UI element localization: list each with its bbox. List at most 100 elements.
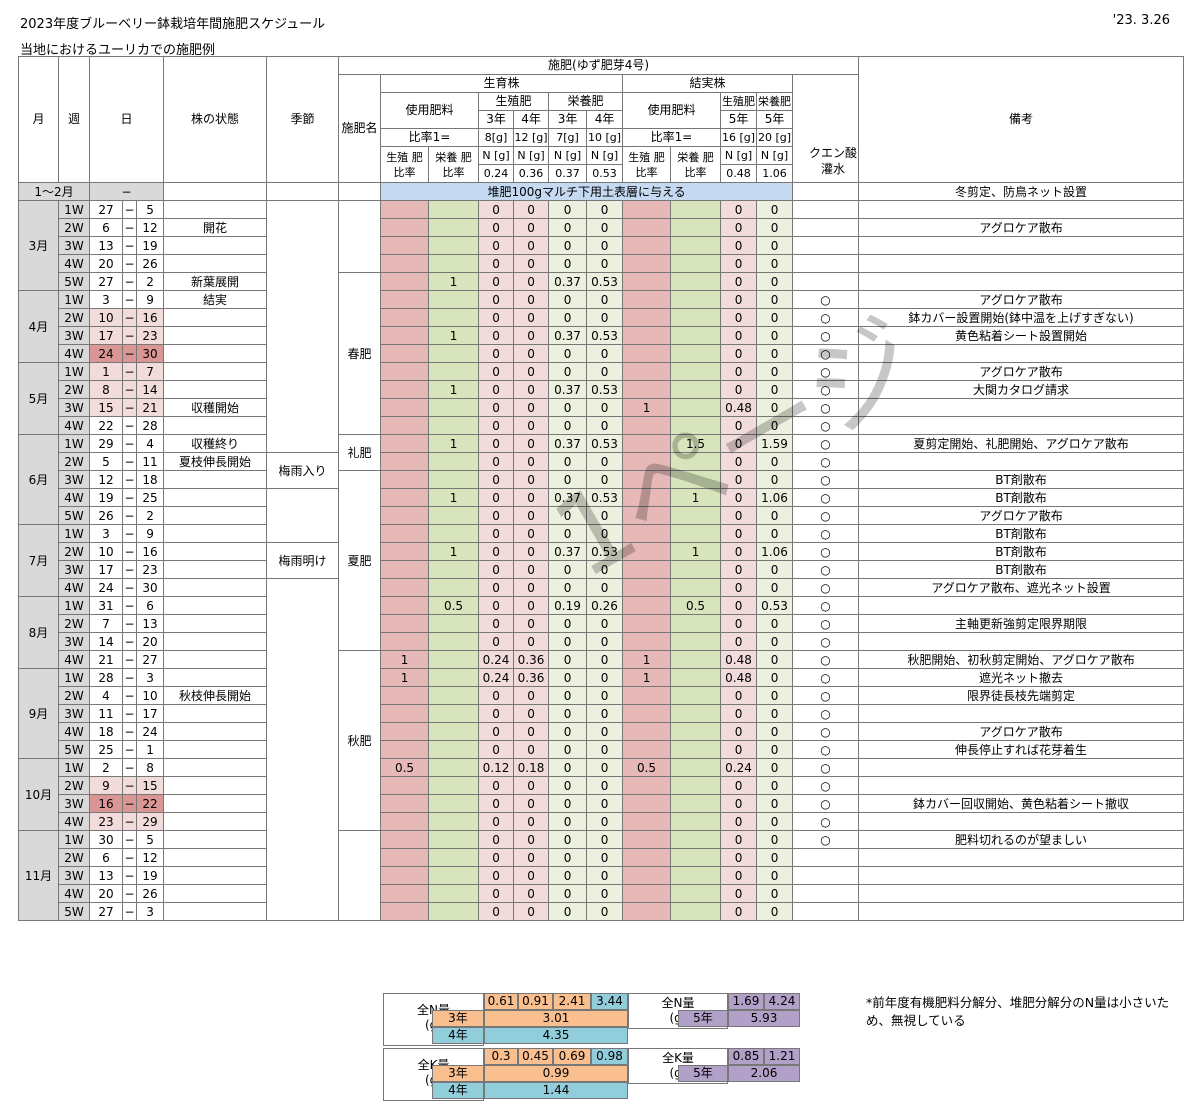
- date-label: '23. 3.26: [1112, 13, 1170, 28]
- grow-repro-ratio: [380, 578, 430, 597]
- n-grow-3n: 0.37: [548, 434, 588, 453]
- n-grow-4n: 0: [586, 308, 624, 327]
- week-cell: 2W: [58, 380, 90, 399]
- grow-repro-ratio: [380, 812, 430, 831]
- plant-state: [163, 326, 268, 345]
- n-grow-4r: 0.18: [513, 758, 550, 777]
- n-fruit-5n: 0.53: [756, 596, 794, 615]
- n-grow-4n: 0: [586, 578, 624, 597]
- col-repro-f: 生殖肥: [720, 92, 758, 111]
- day-dash: −: [122, 614, 137, 633]
- day-dash: −: [122, 434, 137, 453]
- table-row: 3W 16−22 0 0 0 0 0 0 ○ 鉢カバー回収開始、黄色粘着シート撤収: [19, 794, 1185, 813]
- col-y5-n: 5年: [756, 110, 794, 129]
- plant-state: [163, 578, 268, 597]
- plant-state: [163, 794, 268, 813]
- citric-cell: ○: [792, 362, 860, 381]
- grow-nutri-ratio: [428, 398, 480, 417]
- n-grow-3r: 0: [478, 524, 515, 543]
- n-fruit-5n: 0: [756, 794, 794, 813]
- remark-cell: アグロケア散布、遮光ネット設置: [858, 578, 1185, 597]
- day-start: 12: [89, 470, 123, 489]
- grow-repro-ratio: [380, 416, 430, 435]
- n-grow-3n: 0: [548, 200, 588, 219]
- day-dash: −: [122, 542, 137, 561]
- n-fruit-5n: 0: [756, 452, 794, 471]
- n-fruit-5r: 0: [720, 200, 758, 219]
- plant-state: [163, 524, 268, 543]
- week-cell: 4W: [58, 416, 90, 435]
- janfeb-remark: 冬剪定、防鳥ネット設置: [858, 182, 1185, 201]
- n-grow-4r: 0: [513, 272, 550, 291]
- grow-repro-ratio: [380, 452, 430, 471]
- day-start: 9: [89, 776, 123, 795]
- week-cell: 3W: [58, 398, 90, 417]
- remark-cell: 夏剪定開始、礼肥開始、アグロケア散布: [858, 434, 1185, 453]
- col-week: 週: [58, 56, 90, 183]
- fruit-repro-ratio: [622, 488, 672, 507]
- col-fert-name: 施肥名: [338, 74, 382, 183]
- n-grow-3r: 0: [478, 488, 515, 507]
- n-grow-3r: 0: [478, 452, 515, 471]
- remark-cell: [858, 254, 1185, 273]
- n-grow-3r: 0: [478, 380, 515, 399]
- fruit-nutri-ratio: [670, 308, 722, 327]
- grow-repro-ratio: [380, 866, 430, 885]
- n-grow-4r: 0.36: [513, 668, 550, 687]
- n-fruit-5r: 0: [720, 308, 758, 327]
- citric-cell: ○: [792, 812, 860, 831]
- day-dash: −: [122, 524, 137, 543]
- k-label-4: 4年: [432, 1082, 484, 1099]
- day-end: 15: [135, 776, 165, 795]
- n-fruit-5r: 0: [720, 686, 758, 705]
- plant-state: [163, 470, 268, 489]
- fert-name-cell: [338, 830, 382, 921]
- grow-repro-ratio: [380, 308, 430, 327]
- grow-nutri-ratio: [428, 740, 480, 759]
- week-cell: 2W: [58, 542, 90, 561]
- grow-nutri-ratio: [428, 668, 480, 687]
- fruit-repro-ratio: [622, 290, 672, 309]
- n-grow-3n: 0.37: [548, 272, 588, 291]
- col-n-f5r: 0.48: [720, 164, 758, 183]
- plant-state: [163, 416, 268, 435]
- grow-repro-ratio: [380, 614, 430, 633]
- n-grow-3r: 0.12: [478, 758, 515, 777]
- col-n-g3r: 0.24: [478, 164, 515, 183]
- plant-state: [163, 236, 268, 255]
- col-use-fert-f: 使用肥料: [622, 92, 722, 129]
- remark-cell: 黄色粘着シート設置開始: [858, 326, 1185, 345]
- n-grow-3n: 0: [548, 650, 588, 669]
- n-fruit-5n: 0: [756, 398, 794, 417]
- col-g7: 7[g]: [548, 128, 588, 147]
- plant-state: [163, 614, 268, 633]
- day-dash: −: [122, 344, 137, 363]
- fruit-nutri-ratio: 1: [670, 542, 722, 561]
- col-n-g3n: 0.37: [548, 164, 588, 183]
- citric-cell: [792, 200, 860, 219]
- n-grow-3n: 0: [548, 866, 588, 885]
- citric-cell: [792, 902, 860, 921]
- n-label-3: 3年: [432, 1010, 484, 1027]
- day-start: 2: [89, 758, 123, 777]
- day-end: 28: [135, 416, 165, 435]
- remark-cell: [858, 758, 1185, 777]
- k-val-3: 0.69: [553, 1048, 591, 1065]
- n-grow-4r: 0: [513, 578, 550, 597]
- n-fruit-5r: 0: [720, 560, 758, 579]
- n-fruit-5r: 0: [720, 722, 758, 741]
- n-grow-4n: 0: [586, 524, 624, 543]
- citric-cell: ○: [792, 722, 860, 741]
- citric-cell: ○: [792, 290, 860, 309]
- fruit-repro-ratio: [622, 200, 672, 219]
- n-grow-4n: 0: [586, 830, 624, 849]
- n-fruit-5n: 0: [756, 254, 794, 273]
- day-end: 5: [135, 200, 165, 219]
- plant-state: [163, 812, 268, 831]
- fruit-nutri-ratio: [670, 218, 722, 237]
- remark-cell: BT剤散布: [858, 524, 1185, 543]
- day-start: 17: [89, 326, 123, 345]
- day-dash: −: [122, 380, 137, 399]
- day-dash: −: [122, 560, 137, 579]
- col-ratio-f: 比率1=: [622, 128, 722, 147]
